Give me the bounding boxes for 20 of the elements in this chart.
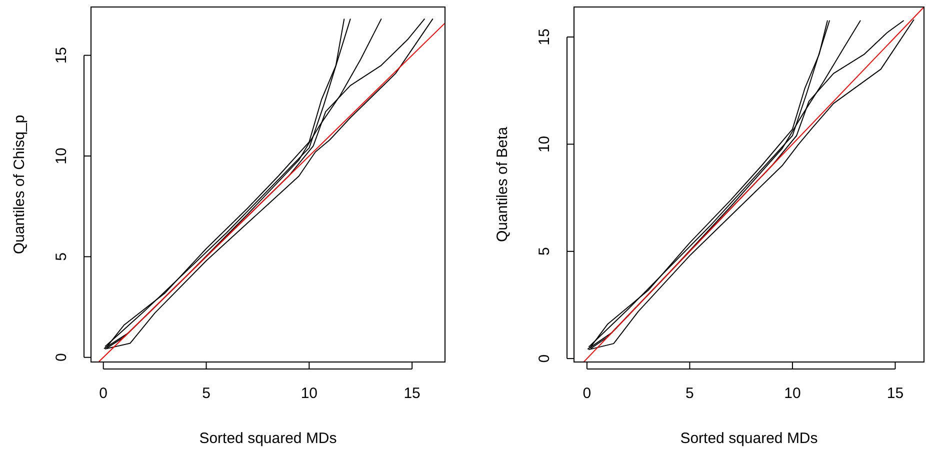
y-tick-label: 0 — [536, 354, 553, 363]
x-tick-label: 15 — [886, 385, 904, 402]
y-tick-label: 5 — [53, 252, 70, 261]
y-tick-label: 15 — [536, 28, 553, 46]
x-axis-title: Sorted squared MDs — [680, 430, 818, 447]
x-tick-label: 5 — [686, 385, 694, 402]
x-tick-label: 0 — [582, 385, 592, 402]
x-tick-label: 10 — [784, 385, 801, 402]
y-tick-label: 15 — [53, 46, 70, 64]
x-tick-label: 5 — [202, 385, 210, 402]
y-axis-title: Quantiles of Chisq_p — [11, 114, 28, 254]
y-tick-label: 10 — [53, 148, 70, 164]
y-tick-label: 10 — [536, 136, 553, 153]
y-axis-title: Quantiles of Beta — [494, 126, 511, 242]
x-axis-title: Sorted squared MDs — [199, 430, 337, 447]
x-tick-label: 10 — [300, 385, 318, 402]
y-tick-label: 0 — [53, 353, 70, 362]
y-tick-label: 5 — [536, 247, 553, 256]
x-tick-label: 0 — [99, 385, 108, 402]
x-tick-label: 15 — [404, 385, 420, 402]
